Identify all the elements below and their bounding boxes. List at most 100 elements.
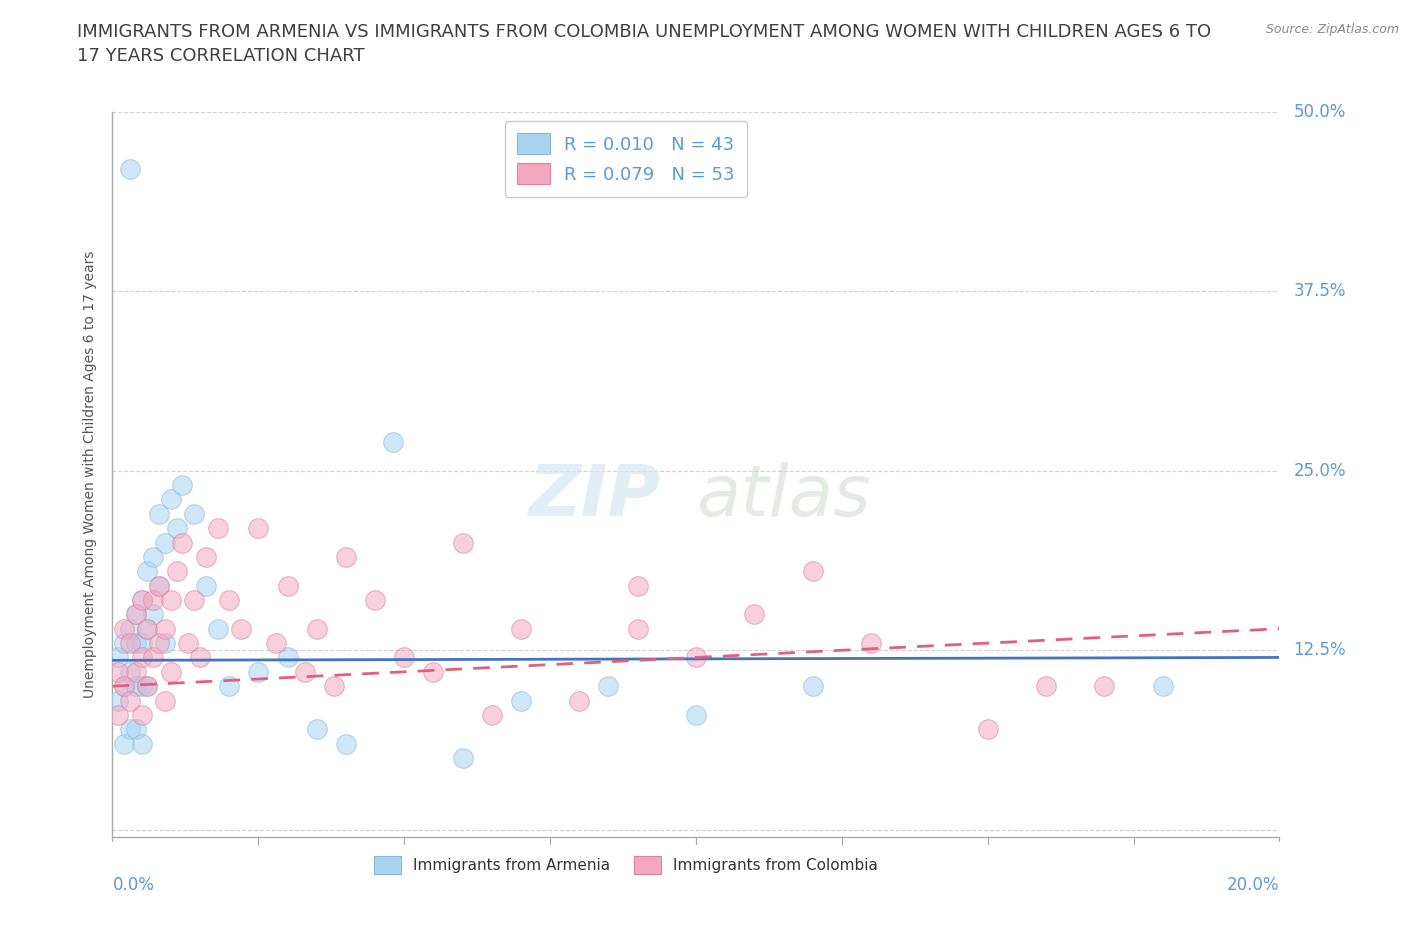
Y-axis label: Unemployment Among Women with Children Ages 6 to 17 years: Unemployment Among Women with Children A… [83, 250, 97, 698]
Point [118, 635, 141, 650]
Point [142, 650, 165, 665]
Text: ZIP: ZIP [529, 461, 661, 530]
Point [860, 635, 883, 650]
Point [107, 664, 129, 679]
Point [148, 506, 170, 521]
Point [177, 635, 200, 650]
Point [627, 578, 650, 593]
Point [125, 607, 148, 622]
Point [247, 521, 270, 536]
Text: atlas: atlas [696, 461, 870, 530]
Point [323, 679, 346, 694]
Point [131, 650, 153, 665]
Point [118, 621, 141, 636]
Point [136, 679, 159, 694]
Point [305, 722, 328, 737]
Point [118, 693, 141, 708]
Point [125, 607, 148, 622]
Point [131, 592, 153, 607]
Point [509, 621, 531, 636]
Point [598, 679, 620, 694]
Point [1035, 679, 1057, 694]
Point [131, 592, 153, 607]
Point [364, 592, 387, 607]
Point [451, 751, 474, 765]
Point [1094, 679, 1116, 694]
Point [153, 535, 176, 550]
Point [183, 506, 205, 521]
Point [335, 550, 357, 565]
Point [112, 621, 135, 636]
Point [685, 650, 707, 665]
Point [112, 679, 135, 694]
Point [194, 578, 217, 593]
Legend: Immigrants from Armenia, Immigrants from Colombia: Immigrants from Armenia, Immigrants from… [367, 850, 884, 880]
Point [742, 607, 765, 622]
Point [125, 722, 148, 737]
Point [118, 722, 141, 737]
Point [136, 679, 159, 694]
Point [148, 578, 170, 593]
Point [160, 492, 183, 507]
Point [166, 564, 188, 578]
Point [142, 592, 165, 607]
Point [125, 664, 148, 679]
Point [801, 679, 824, 694]
Point [107, 650, 129, 665]
Point [568, 693, 591, 708]
Point [118, 162, 141, 177]
Text: 25.0%: 25.0% [1294, 461, 1346, 480]
Point [131, 679, 153, 694]
Text: 50.0%: 50.0% [1294, 102, 1346, 121]
Point [685, 708, 707, 723]
Point [801, 564, 824, 578]
Point [148, 578, 170, 593]
Point [136, 621, 159, 636]
Text: 0.0%: 0.0% [112, 876, 155, 894]
Point [294, 664, 316, 679]
Point [207, 621, 229, 636]
Point [188, 650, 211, 665]
Point [276, 650, 298, 665]
Point [381, 434, 404, 449]
Point [335, 737, 357, 751]
Point [153, 621, 176, 636]
Point [976, 722, 998, 737]
Point [172, 535, 194, 550]
Point [131, 635, 153, 650]
Point [112, 679, 135, 694]
Point [118, 664, 141, 679]
Point [166, 521, 188, 536]
Point [229, 621, 252, 636]
Point [153, 693, 176, 708]
Point [509, 693, 531, 708]
Point [112, 635, 135, 650]
Point [172, 478, 194, 493]
Text: 37.5%: 37.5% [1294, 282, 1346, 300]
Point [131, 737, 153, 751]
Point [142, 607, 165, 622]
Point [305, 621, 328, 636]
Point [627, 621, 650, 636]
Point [218, 679, 240, 694]
Point [218, 592, 240, 607]
Point [153, 635, 176, 650]
Point [125, 635, 148, 650]
Point [160, 592, 183, 607]
Point [142, 550, 165, 565]
Point [1152, 679, 1174, 694]
Point [481, 708, 503, 723]
Point [131, 708, 153, 723]
Point [183, 592, 205, 607]
Point [276, 578, 298, 593]
Point [207, 521, 229, 536]
Text: Source: ZipAtlas.com: Source: ZipAtlas.com [1265, 23, 1399, 36]
Point [136, 564, 159, 578]
Point [136, 621, 159, 636]
Point [125, 679, 148, 694]
Text: IMMIGRANTS FROM ARMENIA VS IMMIGRANTS FROM COLOMBIA UNEMPLOYMENT AMONG WOMEN WIT: IMMIGRANTS FROM ARMENIA VS IMMIGRANTS FR… [77, 23, 1212, 65]
Text: 12.5%: 12.5% [1294, 642, 1346, 659]
Point [194, 550, 217, 565]
Point [148, 635, 170, 650]
Point [107, 708, 129, 723]
